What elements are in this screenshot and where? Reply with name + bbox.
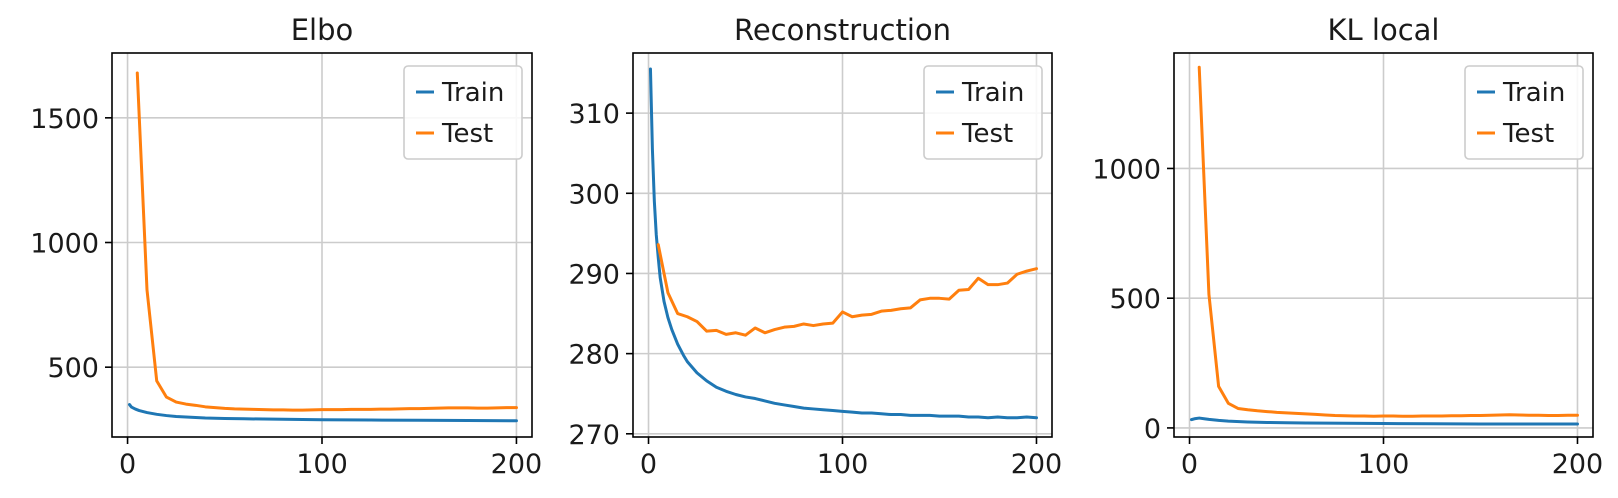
y-tick-label: 280 bbox=[568, 340, 620, 371]
chart-title: Reconstruction bbox=[734, 13, 951, 47]
panel-1: 0 100 200 500 1000 1500 Elbo Train Test bbox=[30, 13, 542, 480]
y-tick-label: 1500 bbox=[30, 104, 99, 135]
y-tick-label: 1000 bbox=[1092, 154, 1161, 185]
y-tick-label: 0 bbox=[1144, 414, 1161, 445]
legend: Train Test bbox=[403, 65, 523, 160]
legend-box bbox=[403, 65, 523, 160]
x-tick-label: 200 bbox=[1011, 449, 1063, 480]
legend-box bbox=[1464, 65, 1584, 160]
panel-3: 0 100 200 0 500 1000 KL local Train Test bbox=[1092, 13, 1603, 480]
x-tick-label: 100 bbox=[1358, 449, 1410, 480]
series-line-train bbox=[128, 403, 518, 423]
y-tick-label: 270 bbox=[568, 420, 620, 451]
x-tick-label: 100 bbox=[296, 449, 348, 480]
legend-label-train: Train bbox=[1502, 78, 1565, 108]
chart-title: KL local bbox=[1328, 13, 1440, 47]
x-tick-label: 100 bbox=[817, 449, 869, 480]
chart-title: Elbo bbox=[291, 13, 354, 47]
legend-label-test: Test bbox=[961, 119, 1013, 149]
x-tick-label: 200 bbox=[491, 449, 543, 480]
series-line-test bbox=[135, 71, 518, 412]
x-tick-label: 200 bbox=[1552, 449, 1604, 480]
y-tick-label: 500 bbox=[47, 353, 99, 384]
legend-label-test: Test bbox=[441, 119, 493, 149]
legend-label-train: Train bbox=[961, 78, 1024, 108]
legend-label-test: Test bbox=[1502, 119, 1554, 149]
series-line-train bbox=[1189, 416, 1579, 426]
y-tick-label: 300 bbox=[568, 179, 620, 210]
y-tick-label: 310 bbox=[568, 99, 620, 130]
series-line-test bbox=[656, 243, 1038, 337]
y-tick-label: 290 bbox=[568, 259, 620, 290]
y-tick-label: 500 bbox=[1109, 284, 1161, 315]
legend: Train Test bbox=[923, 65, 1043, 160]
panel-2: 0 100 200 270 280 290 300 310 Reconstruction Trai… bbox=[568, 13, 1062, 480]
x-tick-label: 0 bbox=[119, 449, 136, 480]
legend-label-train: Train bbox=[441, 78, 504, 108]
x-tick-label: 0 bbox=[640, 449, 657, 480]
x-tick-label: 0 bbox=[1181, 449, 1198, 480]
series-line-train bbox=[648, 67, 1038, 420]
y-tick-label: 1000 bbox=[30, 229, 99, 260]
legend: Train Test bbox=[1464, 65, 1584, 160]
series-line-test bbox=[1197, 65, 1579, 418]
legend-box bbox=[923, 65, 1043, 160]
